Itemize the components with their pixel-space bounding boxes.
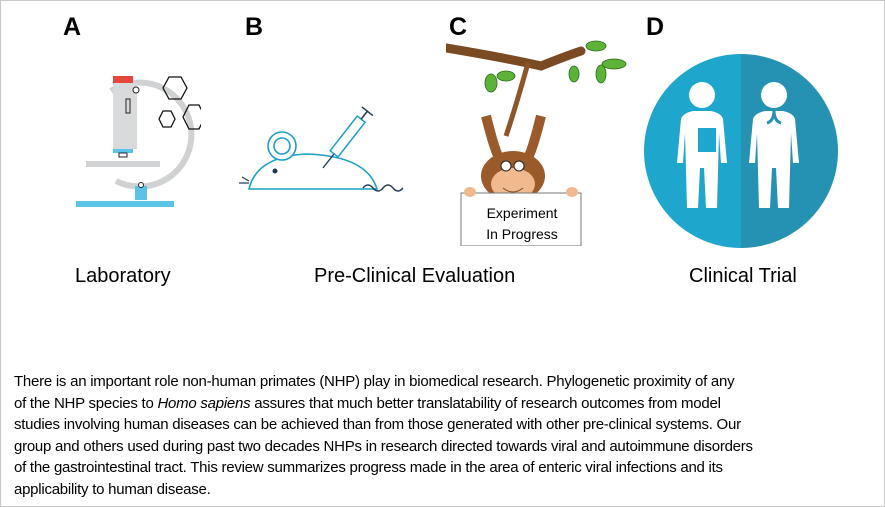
label-laboratory: Laboratory [75, 265, 171, 287]
label-clinical-trial: Clinical Trial [689, 265, 797, 287]
sign-line-1: Experiment [486, 205, 558, 221]
panel-letter-d: D [646, 13, 665, 41]
abstract-line: of the NHP species to Homo sapiens assur… [14, 393, 876, 415]
abstract-text: There is an important role non-human pri… [14, 371, 876, 500]
doctor-patient-icon [644, 54, 838, 248]
abstract-segment: of the NHP species to [14, 394, 158, 412]
abstract-line: group and others used during past two de… [14, 437, 753, 455]
species-name: Homo sapiens [157, 394, 251, 412]
panel-letter-b: B [245, 13, 264, 41]
abstract-line: of the gastrointestinal tract. This revi… [14, 459, 723, 476]
label-pre-clinical-evaluation: Pre-Clinical Evaluation [314, 265, 516, 287]
experiment-sign: Experiment In Progress [462, 203, 582, 245]
abstract-segment: assures that much better translatability… [250, 394, 721, 412]
sign-line-2: In Progress [486, 226, 558, 242]
abstract-line: There is an important role non-human pri… [14, 373, 735, 390]
abstract-line: studies involving human diseases can be … [14, 416, 741, 433]
abstract-line: applicability to human disease. [14, 480, 211, 498]
mouse-syringe-icon [239, 106, 404, 192]
panel-letter-a: A [63, 13, 82, 41]
panel-letter-c: C [449, 13, 468, 41]
microscope-icon [76, 76, 201, 207]
monkey-icon [446, 40, 627, 246]
